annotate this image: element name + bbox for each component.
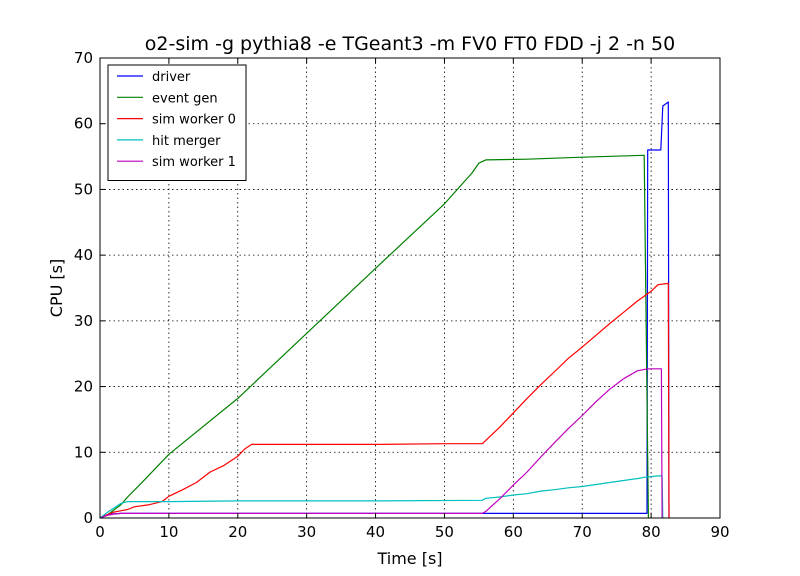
x-tick-label: 80 [642, 523, 661, 541]
chart-title: o2-sim -g pythia8 -e TGeant3 -m FV0 FT0 … [145, 33, 675, 55]
x-tick-label: 70 [573, 523, 592, 541]
x-tick-label: 0 [95, 523, 105, 541]
data-series [99, 101, 670, 519]
y-tick-label: 20 [74, 378, 93, 396]
series-line-sim-worker-0 [99, 282, 670, 519]
x-axis-label: Time [s] [376, 549, 442, 568]
y-tick-label: 50 [74, 180, 93, 198]
y-tick-label: 30 [74, 312, 93, 330]
x-tick-label: 40 [366, 523, 385, 541]
axis-ticks: 0 10 20 30 40 50 60 70 80 90 0 10 20 30 40 50 60 70 [74, 49, 730, 541]
series-line-event-gen [99, 154, 649, 519]
legend-label: driver [152, 70, 191, 85]
y-tick-label: 0 [83, 509, 93, 527]
legend-label: sim worker 0 [152, 113, 236, 128]
y-tick-label: 70 [74, 49, 93, 67]
x-tick-label: 60 [504, 523, 523, 541]
legend: driver event gen sim worker 0 hit merger sim… [107, 64, 247, 181]
y-axis-label: CPU [s] [47, 259, 66, 317]
y-tick-label: 10 [74, 443, 93, 461]
x-tick-label: 30 [297, 523, 316, 541]
legend-label: sim worker 1 [152, 155, 236, 170]
y-tick-label: 40 [74, 246, 93, 264]
series-line-sim-worker-1 [99, 368, 663, 519]
legend-label: hit merger [152, 134, 221, 149]
series-line-hit-merger [99, 475, 664, 519]
x-tick-label: 20 [228, 523, 247, 541]
y-tick-label: 60 [74, 115, 93, 133]
plot-area-frame [99, 57, 721, 519]
x-tick-label: 90 [710, 523, 729, 541]
x-tick-label: 10 [159, 523, 178, 541]
x-tick-label: 50 [435, 523, 454, 541]
legend-label: event gen [152, 91, 218, 106]
